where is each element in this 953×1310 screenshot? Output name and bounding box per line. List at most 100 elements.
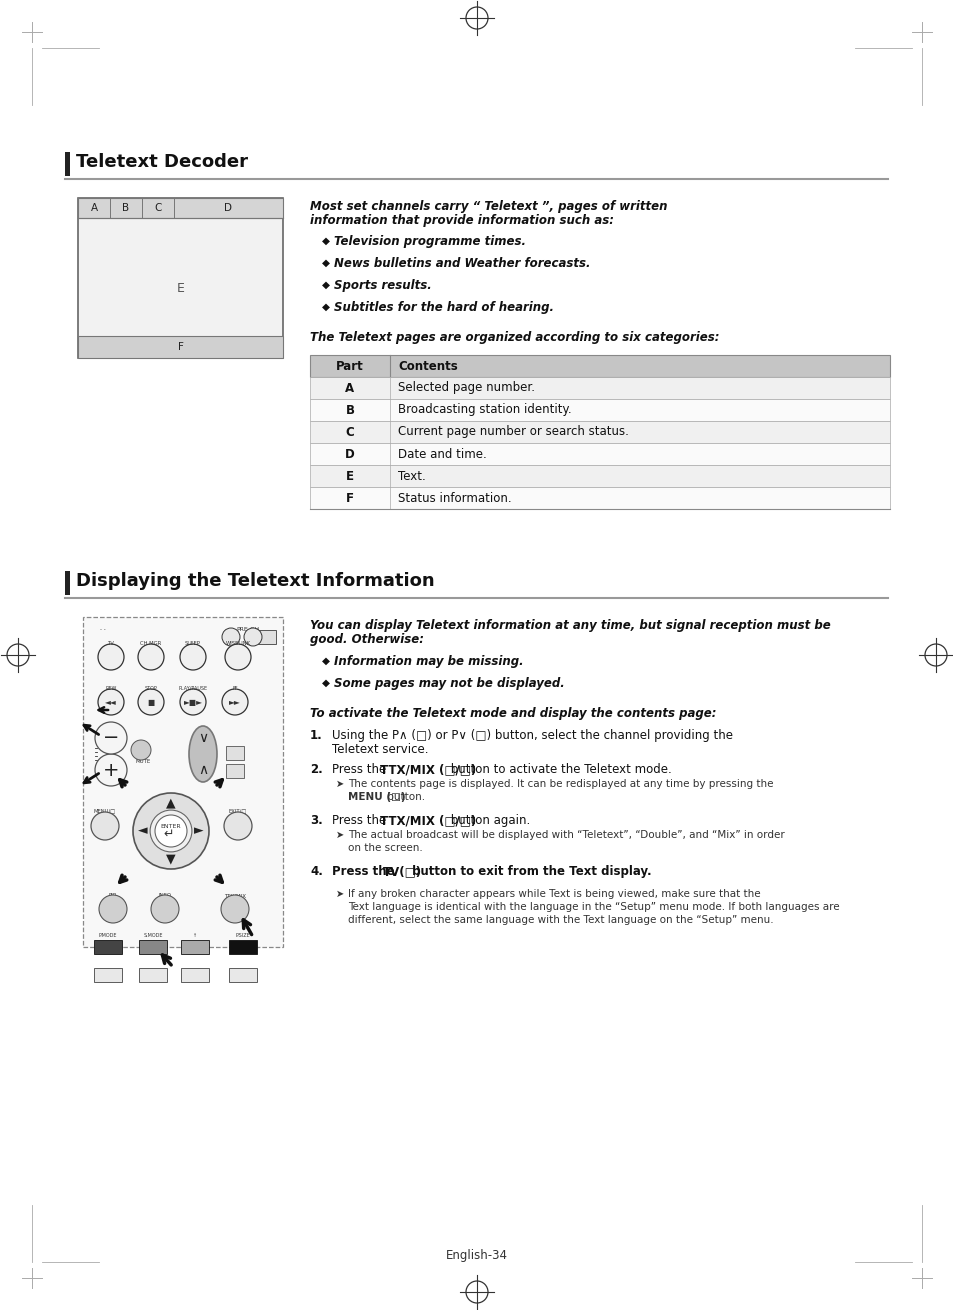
Text: Subtitles for the hard of hearing.: Subtitles for the hard of hearing. — [334, 301, 554, 314]
Bar — [229, 941, 256, 954]
Text: PIP: PIP — [109, 893, 117, 897]
Circle shape — [150, 810, 192, 852]
Circle shape — [222, 689, 248, 715]
Circle shape — [98, 689, 124, 715]
Text: Current page number or search status.: Current page number or search status. — [397, 426, 628, 439]
Text: You can display Teletext information at any time, but signal reception must be: You can display Teletext information at … — [310, 620, 830, 631]
Text: 1.: 1. — [310, 728, 322, 741]
Circle shape — [132, 793, 209, 869]
Bar — [83, 617, 283, 947]
Bar — [310, 355, 889, 377]
Text: Selected page number.: Selected page number. — [397, 381, 535, 394]
Text: TV(□): TV(□) — [382, 865, 421, 878]
Text: ▲: ▲ — [166, 796, 175, 810]
Text: Press the: Press the — [332, 762, 390, 776]
Text: E: E — [176, 282, 184, 295]
Text: ◄: ◄ — [138, 824, 148, 837]
Text: ◆: ◆ — [322, 303, 330, 312]
Circle shape — [138, 689, 164, 715]
Bar — [65, 152, 70, 176]
Text: A: A — [91, 203, 97, 214]
Text: P.MODE: P.MODE — [99, 933, 117, 938]
Text: Part: Part — [335, 359, 363, 372]
Text: ➤: ➤ — [335, 779, 344, 789]
Text: Date and time.: Date and time. — [397, 448, 486, 461]
Text: ∨: ∨ — [197, 731, 208, 745]
Text: Text.: Text. — [397, 469, 425, 482]
Text: Sports results.: Sports results. — [334, 279, 432, 292]
Text: ►►: ►► — [229, 697, 240, 706]
Text: ►■►: ►■► — [183, 697, 202, 706]
Bar — [310, 377, 889, 400]
Text: ■: ■ — [147, 697, 154, 706]
Bar — [65, 571, 70, 595]
Bar — [310, 443, 889, 465]
Text: - -: - - — [100, 627, 106, 631]
Text: 3.: 3. — [310, 814, 322, 827]
Bar — [139, 968, 167, 982]
Text: ◆: ◆ — [322, 280, 330, 290]
Text: The actual broadcast will be displayed with “Teletext”, “Double”, and “Mix” in o: The actual broadcast will be displayed w… — [348, 831, 784, 840]
Text: information that provide information such as:: information that provide information suc… — [310, 214, 614, 227]
Text: C: C — [345, 426, 354, 439]
Text: 2.: 2. — [310, 762, 322, 776]
Text: Teletext service.: Teletext service. — [332, 743, 428, 756]
Text: ◄◄: ◄◄ — [105, 697, 117, 706]
Text: MENU (□): MENU (□) — [348, 793, 405, 802]
Text: Teletext Decoder: Teletext Decoder — [76, 153, 248, 172]
Circle shape — [95, 722, 127, 755]
Bar — [310, 400, 889, 421]
Text: English-34: English-34 — [446, 1248, 507, 1262]
Text: 4.: 4. — [310, 865, 322, 878]
Text: ➤: ➤ — [335, 831, 344, 840]
Text: ▼: ▼ — [166, 853, 175, 866]
Circle shape — [95, 755, 127, 786]
Text: ◆: ◆ — [322, 656, 330, 665]
Circle shape — [98, 645, 124, 669]
Circle shape — [131, 740, 151, 760]
Bar — [94, 968, 122, 982]
Text: WISELINK: WISELINK — [225, 641, 251, 646]
Text: ➤: ➤ — [335, 889, 344, 899]
Bar — [226, 764, 244, 778]
Text: C: C — [154, 203, 161, 214]
Text: button to exit from the Text display.: button to exit from the Text display. — [408, 865, 652, 878]
Text: on the screen.: on the screen. — [348, 844, 422, 853]
Text: REW: REW — [105, 686, 116, 690]
Bar — [257, 630, 275, 645]
Bar — [310, 487, 889, 510]
Text: Press the: Press the — [332, 814, 390, 827]
Text: STOP: STOP — [145, 686, 157, 690]
Text: ◆: ◆ — [322, 258, 330, 269]
Text: P: P — [201, 732, 205, 738]
Text: The Teletext pages are organized according to six categories:: The Teletext pages are organized accordi… — [310, 331, 719, 345]
Circle shape — [138, 645, 164, 669]
Text: good. Otherwise:: good. Otherwise: — [310, 633, 423, 646]
Circle shape — [221, 895, 249, 924]
Bar — [310, 465, 889, 487]
Text: Information may be missing.: Information may be missing. — [334, 655, 523, 668]
Circle shape — [99, 895, 127, 924]
Text: +: + — [103, 761, 119, 779]
Text: ENTER: ENTER — [160, 824, 181, 828]
Text: News bulletins and Weather forecasts.: News bulletins and Weather forecasts. — [334, 257, 590, 270]
Text: S.MODE: S.MODE — [143, 933, 163, 938]
Text: PLAY/PAUSE: PLAY/PAUSE — [178, 686, 208, 690]
Text: E: E — [346, 469, 354, 482]
Circle shape — [225, 645, 251, 669]
Bar — [78, 198, 283, 358]
Text: Using the P∧ (□) or P∨ (□) button, select the channel providing the: Using the P∧ (□) or P∨ (□) button, selec… — [332, 728, 732, 741]
Text: If any broken character appears while Text is being viewed, make sure that the: If any broken character appears while Te… — [348, 889, 760, 899]
Text: D: D — [224, 203, 233, 214]
Text: button.: button. — [384, 793, 425, 802]
Text: Status information.: Status information. — [397, 491, 511, 504]
Circle shape — [244, 627, 262, 646]
Text: Television programme times.: Television programme times. — [334, 234, 525, 248]
Text: F: F — [177, 342, 183, 352]
Text: A: A — [345, 381, 355, 394]
Text: Most set channels carry “ Teletext ”, pages of written: Most set channels carry “ Teletext ”, pa… — [310, 200, 667, 214]
Bar — [229, 968, 256, 982]
Text: P.SIZE: P.SIZE — [235, 933, 250, 938]
Text: TTX/MIX (□/□): TTX/MIX (□/□) — [380, 814, 476, 827]
Text: PRE-CH: PRE-CH — [236, 627, 259, 631]
